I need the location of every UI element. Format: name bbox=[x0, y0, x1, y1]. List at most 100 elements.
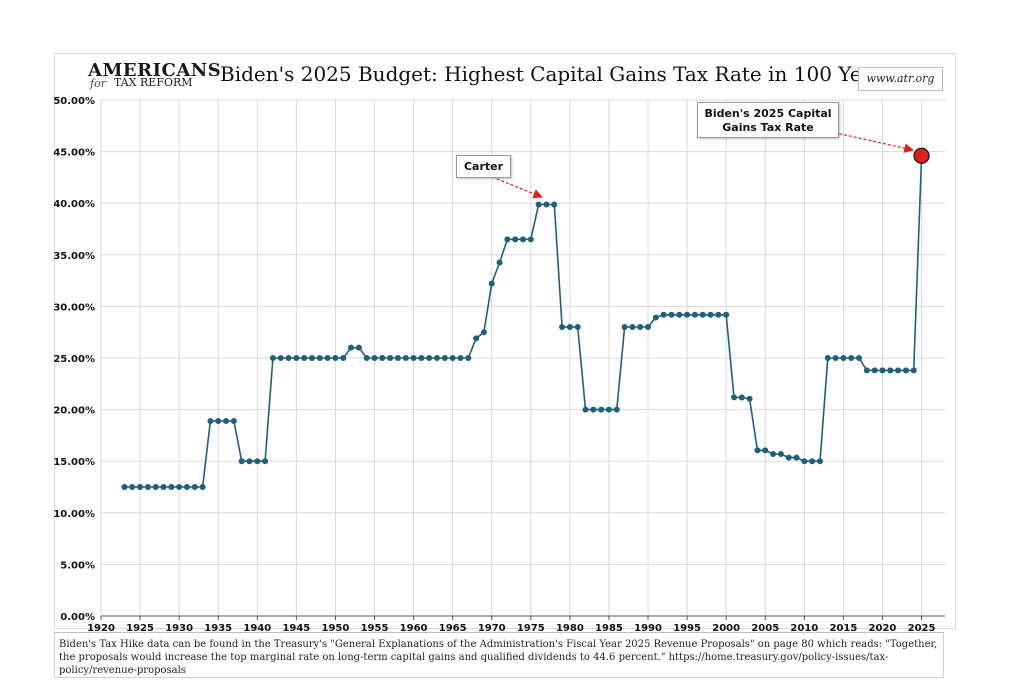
data-point bbox=[473, 335, 480, 342]
data-point bbox=[785, 454, 792, 461]
data-point bbox=[293, 355, 300, 361]
data-point bbox=[887, 367, 894, 374]
data-point bbox=[230, 417, 237, 424]
data-point bbox=[613, 406, 620, 413]
data-point bbox=[238, 458, 245, 465]
highlight-point-2025 bbox=[913, 147, 930, 164]
x-tick-label: 1970 bbox=[478, 623, 506, 634]
data-point bbox=[488, 280, 495, 287]
footnote: Biden's Tax Hike data can be found in th… bbox=[54, 632, 944, 678]
data-point bbox=[363, 355, 370, 361]
x-tick-label: 2010 bbox=[790, 623, 818, 634]
data-point bbox=[551, 201, 558, 208]
data-point bbox=[738, 394, 745, 401]
data-point bbox=[809, 458, 816, 465]
logo-line3: TAX REFORM bbox=[114, 76, 193, 89]
data-point bbox=[269, 355, 276, 361]
data-point bbox=[754, 447, 761, 454]
x-tick-label: 1960 bbox=[400, 623, 428, 634]
x-tick-label: 2015 bbox=[829, 623, 857, 634]
data-point bbox=[574, 324, 581, 331]
data-point bbox=[137, 484, 144, 490]
data-point bbox=[746, 395, 753, 402]
data-point bbox=[496, 259, 503, 266]
data-point bbox=[605, 406, 612, 413]
data-point bbox=[434, 355, 441, 361]
series-line bbox=[124, 155, 923, 488]
data-point bbox=[645, 324, 652, 331]
data-point bbox=[160, 484, 167, 490]
data-point bbox=[426, 355, 433, 361]
x-tick-label: 1990 bbox=[634, 623, 662, 634]
atr-logo: AMERICANS for TAX REFORM bbox=[88, 60, 221, 92]
data-point bbox=[582, 406, 589, 413]
data-point bbox=[183, 484, 190, 490]
data-point bbox=[629, 324, 636, 331]
y-tick-label: 20.00% bbox=[53, 406, 95, 417]
y-tick-label: 50.00% bbox=[53, 96, 95, 107]
data-point bbox=[621, 324, 628, 331]
carter-annotation: Carter bbox=[456, 155, 511, 178]
logo-line1: AMERICANS bbox=[88, 60, 222, 81]
carter-label: Carter bbox=[463, 160, 504, 173]
data-point bbox=[527, 236, 534, 243]
data-point bbox=[793, 454, 800, 461]
data-point bbox=[598, 406, 605, 413]
data-point bbox=[691, 311, 698, 318]
data-point bbox=[801, 458, 808, 465]
chart-title: Biden's 2025 Budget: Highest Capital Gai… bbox=[220, 62, 894, 86]
chart-frame bbox=[54, 53, 956, 629]
biden-label-line1: Biden's 2025 Capital bbox=[704, 107, 832, 120]
data-point bbox=[262, 458, 269, 465]
x-tick-label: 1975 bbox=[517, 623, 545, 634]
data-point bbox=[215, 417, 222, 424]
biden-label-line2: Gains Tax Rate bbox=[722, 121, 814, 134]
x-tick-label: 1950 bbox=[322, 623, 350, 634]
data-point bbox=[504, 236, 511, 243]
data-point bbox=[731, 394, 737, 401]
y-tick-label: 45.00% bbox=[53, 148, 95, 159]
data-point bbox=[824, 355, 831, 361]
data-point bbox=[129, 484, 136, 490]
data-point bbox=[848, 355, 855, 361]
data-point bbox=[246, 458, 253, 465]
data-point bbox=[285, 355, 292, 361]
data-point bbox=[324, 355, 331, 361]
x-tick-label: 2005 bbox=[751, 623, 779, 634]
data-point bbox=[770, 450, 777, 457]
data-point bbox=[879, 367, 886, 374]
data-point bbox=[652, 314, 659, 321]
data-point bbox=[410, 355, 417, 361]
data-point bbox=[254, 458, 261, 465]
data-point bbox=[637, 324, 644, 331]
y-tick-label: 35.00% bbox=[53, 251, 95, 262]
x-tick-label: 1925 bbox=[126, 623, 154, 634]
data-point bbox=[394, 355, 401, 361]
data-point bbox=[707, 311, 714, 318]
data-point bbox=[816, 458, 823, 465]
data-point bbox=[535, 201, 542, 208]
data-point bbox=[371, 355, 378, 361]
x-tick-label: 1995 bbox=[673, 623, 701, 634]
x-tick-label: 2025 bbox=[908, 623, 936, 634]
x-tick-label: 1940 bbox=[243, 623, 271, 634]
data-point bbox=[856, 355, 863, 361]
website-badge: www.atr.org bbox=[858, 67, 943, 91]
data-point bbox=[715, 311, 722, 318]
data-point bbox=[465, 355, 472, 361]
data-point bbox=[668, 311, 675, 318]
data-point bbox=[457, 355, 464, 361]
data-point bbox=[441, 355, 448, 361]
y-tick-label: 40.00% bbox=[53, 199, 95, 210]
data-point bbox=[199, 484, 206, 490]
data-point bbox=[520, 236, 526, 243]
data-point bbox=[348, 344, 355, 351]
logo-line2: for bbox=[90, 77, 106, 90]
y-tick-label: 30.00% bbox=[53, 302, 95, 313]
data-point bbox=[355, 344, 362, 351]
data-point bbox=[590, 406, 597, 413]
x-tick-label: 1935 bbox=[204, 623, 232, 634]
data-point bbox=[207, 417, 214, 424]
data-point bbox=[699, 311, 706, 318]
